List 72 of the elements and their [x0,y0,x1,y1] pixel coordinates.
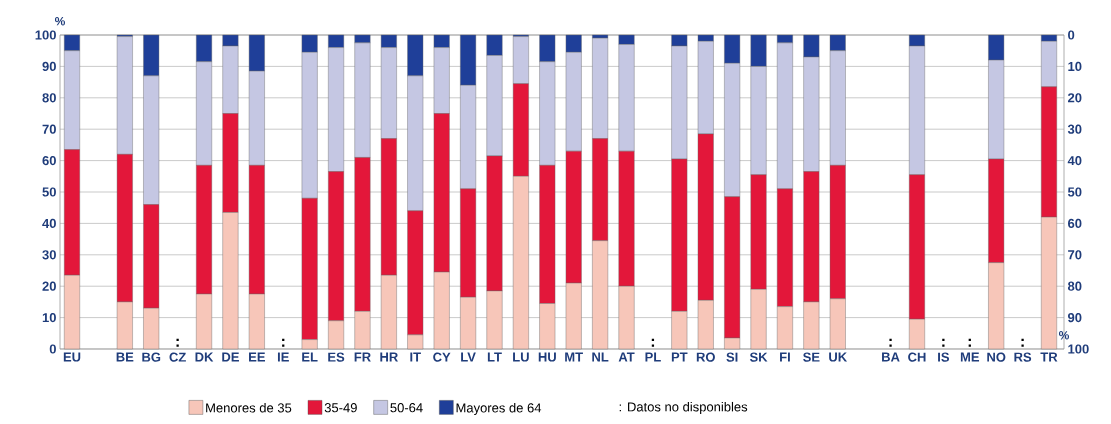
x-tick-label: LT [487,352,502,362]
y-tick-label: 40 [42,218,56,228]
annotation: : [282,338,285,347]
y2-tick-label: 0 [1068,30,1075,40]
x-tick-label: PL [645,352,661,362]
x-tick-label: BA [882,352,900,362]
legend-label: Mayores de 64 [456,402,542,416]
x-tick-label: BG [142,352,161,362]
annotation: : [651,338,655,347]
annotation: : [176,338,179,347]
x-tick-label: RO [696,352,715,362]
x-tick-label: PT [671,352,688,362]
y2-tick-label: 30 [1067,124,1082,134]
y2-tick-label: 50 [1067,187,1082,197]
x-tick-label: DK [195,352,214,362]
annotation: : [942,338,945,347]
x-tick-label: EU [63,352,81,362]
x-tick-label: CZ [169,352,186,362]
y2-tick-label: 10 [1068,61,1082,71]
x-tick-label: CH [908,352,926,362]
annotation: : [1021,338,1024,347]
y-tick-label: 70 [42,124,56,134]
x-tick-label: IS [938,352,950,362]
y-tick-label: 0 [49,344,56,354]
x-tick-label: CY [433,352,451,362]
x-tick-label: HU [538,352,556,362]
x-tick-label: SE [803,352,820,362]
y-tick-label: 30 [42,250,56,260]
y-tick-label: 10 [42,313,56,323]
x-tick-label: SK [749,352,768,362]
x-tick-label: NL [592,352,609,362]
x-tick-label: UK [829,352,848,362]
x-tick-label: BE [116,352,134,362]
x-tick-label: LV [461,352,476,362]
annotation: : [968,338,971,347]
y2-tick-label: 60 [1068,218,1082,228]
y2-tick-label: 100 [1068,344,1089,354]
y-tick-label: 80 [42,93,56,103]
x-tick-label: IT [410,352,421,362]
y-tick-label: 20 [42,281,56,291]
legend-label: 50-64 [390,403,423,413]
x-tick-label: LU [513,352,529,362]
y-tick-label: 100 [35,30,56,40]
y2-tick-label: 70 [1068,250,1082,260]
y2-tick-label: 80 [1067,281,1082,291]
annotation: : [889,338,892,347]
y2-tick-label: 20 [1067,93,1082,103]
y-axis-title: % [54,17,66,26]
x-tick-label: SI [726,352,738,362]
x-tick-label: DE [222,352,239,362]
legend-label: 35-49 [324,403,357,413]
x-tick-label: ME [960,352,980,362]
x-tick-label: EL [302,352,318,362]
x-tick-label: MT [565,352,583,362]
x-tick-label: FR [354,352,371,362]
text: : Datos no disponibles [619,401,748,415]
y2-axis-title: % [1058,331,1070,340]
x-tick-label: NO [987,352,1006,362]
x-tick-label: FI [780,352,790,362]
y-tick-label: 50 [42,187,56,197]
x-tick-label: IE [277,352,289,362]
y-tick-label: 90 [42,61,56,71]
y-tick-label: 60 [42,156,56,166]
legend-label: Menores de 35 [206,402,292,413]
x-tick-label: TR [1040,352,1058,362]
y2-tick-label: 40 [1067,156,1082,166]
x-tick-label: AT [618,352,635,362]
x-tick-label: RS [1014,352,1032,362]
x-tick-label: EE [249,352,266,362]
x-tick-label: HR [380,352,398,362]
x-tick-label: ES [328,352,345,362]
y2-tick-label: 90 [1067,313,1082,323]
